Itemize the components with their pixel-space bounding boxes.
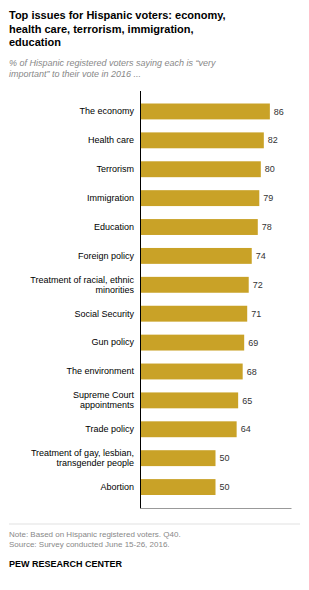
bar [140, 277, 249, 293]
y-tick: Immigration [87, 193, 134, 203]
text-line: transgender people [56, 458, 134, 468]
bar [140, 450, 216, 466]
y-tick-label: Education [94, 222, 134, 232]
bar [140, 219, 258, 235]
y-tick-label: Immigration [87, 193, 134, 203]
y-tick-label: Abortion [100, 482, 134, 492]
y-tick: Supreme Courtappointments [73, 390, 135, 410]
data-label: 79 [263, 193, 273, 203]
text-line: Treatment of racial, ethnic [30, 275, 134, 285]
text-line: % of Hispanic registered voters saying e… [9, 58, 216, 68]
data-label: 78 [262, 222, 272, 232]
text-line: Social Security [74, 309, 134, 319]
text-line: Abortion [100, 482, 134, 492]
text-line: Immigration [87, 193, 134, 203]
data-label: 80 [265, 164, 275, 174]
text-line: Note: Based on Hispanic registered voter… [9, 530, 181, 539]
y-tick-label: Social Security [74, 309, 134, 319]
y-tick: Terrorism [97, 164, 135, 174]
bar [140, 161, 261, 177]
text-line: Top issues for Hispanic voters: economy, [9, 9, 226, 21]
y-tick-label: The environment [66, 366, 134, 376]
text-line: The environment [66, 366, 134, 376]
text-line: Education [94, 222, 134, 232]
y-tick-label: The economy [79, 106, 134, 116]
y-tick-label: Treatment of gay, lesbian,transgender pe… [31, 448, 134, 468]
data-label: 64 [241, 424, 251, 434]
note: Note: Based on Hispanic registered voter… [9, 530, 181, 549]
title: Top issues for Hispanic voters: economy,… [9, 9, 226, 48]
bar [140, 421, 237, 437]
y-tick-label: Treatment of racial, ethnicminorities [30, 275, 134, 295]
data-label: 50 [220, 453, 230, 463]
y-tick-label: Trade policy [85, 424, 134, 434]
x-axis-line [141, 508, 292, 509]
bar [140, 392, 238, 408]
y-tick: Health care [88, 135, 134, 145]
bars [140, 104, 270, 495]
y-tick: Education [94, 222, 134, 232]
y-tick: Social Security [74, 309, 134, 319]
bar [140, 132, 264, 148]
data-label: 50 [220, 482, 230, 492]
data-label: 74 [256, 251, 266, 261]
y-tick-label: Foreign policy [78, 251, 135, 261]
bar [140, 306, 247, 322]
separator [9, 524, 300, 525]
data-label: 65 [242, 396, 252, 406]
y-tick: Foreign policy [78, 251, 135, 261]
x-axis [141, 508, 292, 509]
bar [140, 335, 244, 351]
plot: 50 50 64 65 68 69 71 72 74 78 79 80 82 86 Abortion Trea… [30, 91, 291, 509]
bar [140, 479, 216, 495]
text-line: education [9, 36, 61, 48]
y-tick-label: Gun policy [91, 337, 134, 347]
subtitle: % of Hispanic registered voters saying e… [9, 58, 216, 79]
text-line: PEW RESEARCH CENTER [9, 559, 123, 569]
data-label: 69 [248, 338, 258, 348]
y-tick: Treatment of racial, ethnicminorities [30, 275, 134, 295]
text-line: Supreme Court [73, 390, 135, 400]
y-axis: Abortion Treatment of gay, lesbian,transg… [30, 91, 140, 509]
y-tick: Abortion [100, 482, 134, 492]
y-tick-label: Supreme Courtappointments [73, 390, 135, 410]
y-axis-line [140, 91, 141, 509]
data-labels: 50 50 64 65 68 69 71 72 74 78 79 80 82 86 [220, 107, 284, 493]
y-tick: Gun policy [91, 337, 134, 347]
bar [140, 190, 259, 206]
data-label: 68 [247, 367, 257, 377]
chart-container: Top issues for Hispanic voters: economy,… [0, 0, 309, 590]
text-line: Treatment of gay, lesbian, [31, 448, 134, 458]
text-line: important” to their vote in 2016 ... [9, 69, 141, 79]
data-label: 86 [274, 107, 284, 117]
y-tick: The environment [66, 366, 134, 376]
data-label: 72 [253, 280, 263, 290]
text-line: Terrorism [97, 164, 135, 174]
text-line: health care, terrorism, immigration, [9, 23, 194, 35]
text-line: minorities [95, 285, 134, 295]
bar [140, 104, 270, 120]
y-tick: Treatment of gay, lesbian,transgender pe… [31, 448, 134, 468]
text-line: Trade policy [85, 424, 134, 434]
text-line: appointments [80, 400, 135, 410]
y-tick-label: Health care [88, 135, 134, 145]
text-line: Source: Survey conducted June 15-26, 201… [9, 540, 170, 549]
text-line: Health care [88, 135, 134, 145]
text-line: The economy [79, 106, 134, 116]
y-tick: The economy [79, 106, 134, 116]
text-line: Gun policy [91, 337, 134, 347]
bar [140, 248, 252, 264]
bar [140, 364, 243, 380]
y-tick: Trade policy [85, 424, 134, 434]
y-tick-label: Terrorism [97, 164, 135, 174]
data-label: 71 [251, 309, 261, 319]
text-line: Foreign policy [78, 251, 135, 261]
data-label: 82 [268, 135, 278, 145]
source: PEW RESEARCH CENTER [9, 559, 123, 569]
chart-svg: Top issues for Hispanic voters: economy,… [0, 0, 309, 590]
